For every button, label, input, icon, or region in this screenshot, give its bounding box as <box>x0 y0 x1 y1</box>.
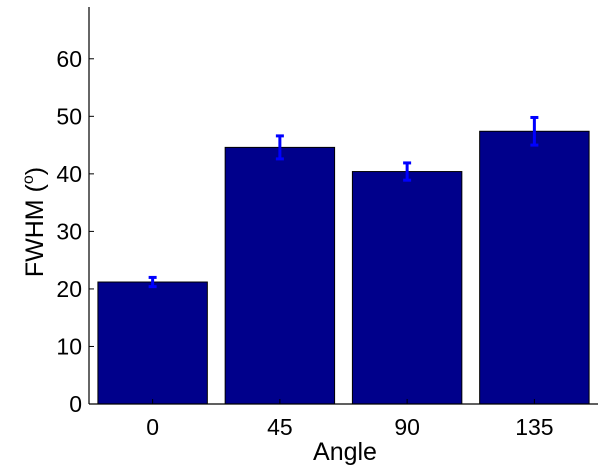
y-tick-label-30: 30 <box>56 218 82 244</box>
error-bars-group <box>148 115 539 289</box>
y-tick-label-20: 20 <box>56 276 82 302</box>
y-ticks-group: 0 10 20 30 40 50 60 <box>56 46 94 417</box>
bar-45 <box>224 146 336 405</box>
bar-90 <box>351 171 463 405</box>
y-tick-label-50: 50 <box>56 103 82 129</box>
bars-group <box>97 130 590 405</box>
y-tick-label-10: 10 <box>56 333 82 359</box>
y-tick-label-40: 40 <box>56 161 82 187</box>
x-tick-label-135: 135 <box>515 414 553 440</box>
y-tick-label-60: 60 <box>56 46 82 72</box>
y-axis-title-main: FWHM ( <box>21 183 49 277</box>
x-tick-label-90: 90 <box>394 414 420 440</box>
axes-group <box>88 7 598 405</box>
x-tick-label-45: 45 <box>267 414 293 440</box>
x-tick-label-0: 0 <box>146 414 159 440</box>
bar-135 <box>479 130 590 405</box>
y-tick-label-0: 0 <box>69 391 82 417</box>
y-axis-title: FWHM (o) <box>20 167 49 277</box>
bar-0 <box>97 281 208 405</box>
x-axis-title: Angle <box>313 438 377 466</box>
x-ticks-group: 0 45 90 135 <box>146 399 554 440</box>
y-axis-title-superscript: o <box>20 175 37 184</box>
y-axis-title-suffix: ) <box>21 167 49 175</box>
